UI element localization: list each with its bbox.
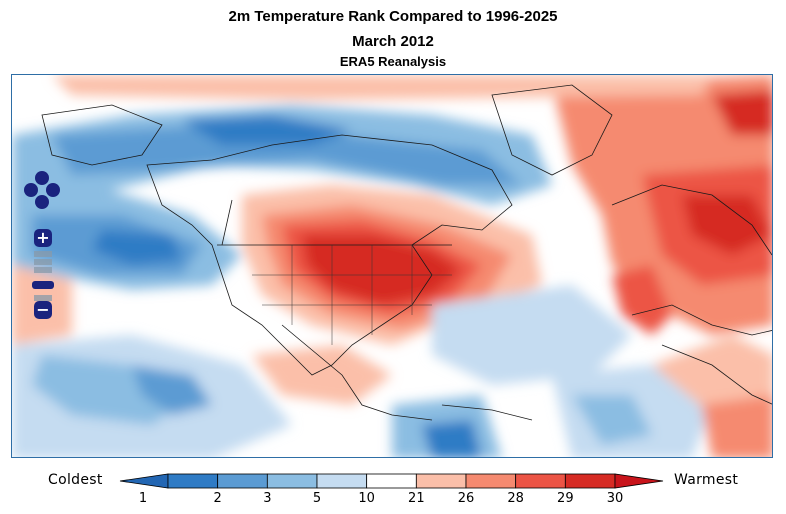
- map-canvas[interactable]: [12, 75, 773, 458]
- colorbar-segment: [366, 473, 417, 489]
- colorbar-segment: [167, 473, 219, 489]
- colorbar-segment: [217, 473, 268, 489]
- colorbar-segment: [316, 473, 368, 489]
- zoom-slider-thumb[interactable]: [32, 281, 54, 289]
- colorbar-tick-label: 1: [138, 491, 148, 506]
- pan-left-button[interactable]: [24, 183, 38, 197]
- temperature-rank-map[interactable]: + −: [11, 74, 773, 458]
- legend-low-label: Coldest: [48, 472, 103, 488]
- colorbar: [119, 473, 664, 489]
- legend-high-label: Warmest: [674, 472, 739, 488]
- map-title: 2m Temperature Rank Compared to 1996-202…: [228, 8, 558, 25]
- colorbar-segment: [564, 473, 616, 489]
- colorbar-tick-label: 21: [408, 491, 425, 506]
- colorbar-tick-label: 30: [606, 491, 624, 506]
- map-source: ERA5 Reanalysis: [339, 54, 447, 69]
- colorbar-tick-label: 5: [312, 491, 322, 506]
- state-borders: [252, 245, 452, 345]
- zoom-slider-track[interactable]: [34, 259, 52, 265]
- colorbar-tick-label: 28: [507, 491, 524, 506]
- pan-right-button[interactable]: [46, 183, 60, 197]
- colorbar-cold-end: [119, 473, 169, 489]
- country-borders: [41, 84, 772, 421]
- colorbar-segment: [266, 473, 318, 489]
- pan-up-button[interactable]: [35, 171, 49, 185]
- colorbar-tick-label: 26: [457, 491, 475, 506]
- colorbar-tick-label: 29: [557, 491, 574, 506]
- zoom-slider-track[interactable]: [34, 267, 52, 273]
- colorbar-warm-end: [614, 473, 664, 489]
- colorbar-segment: [415, 473, 467, 489]
- zoom-out-button[interactable]: −: [34, 301, 52, 319]
- map-period: March 2012: [352, 33, 434, 50]
- rank-shading: [12, 75, 772, 457]
- colorbar-tick-label: 2: [213, 491, 222, 506]
- colorbar-tick-label: 10: [358, 491, 375, 506]
- colorbar-segment: [515, 473, 566, 489]
- zoom-in-button[interactable]: +: [34, 229, 52, 247]
- zoom-slider-track[interactable]: [34, 251, 52, 257]
- zoom-slider-track[interactable]: [34, 295, 52, 301]
- colorbar-tick-label: 3: [263, 491, 272, 506]
- colorbar-segment: [465, 473, 517, 489]
- pan-down-button[interactable]: [35, 195, 49, 209]
